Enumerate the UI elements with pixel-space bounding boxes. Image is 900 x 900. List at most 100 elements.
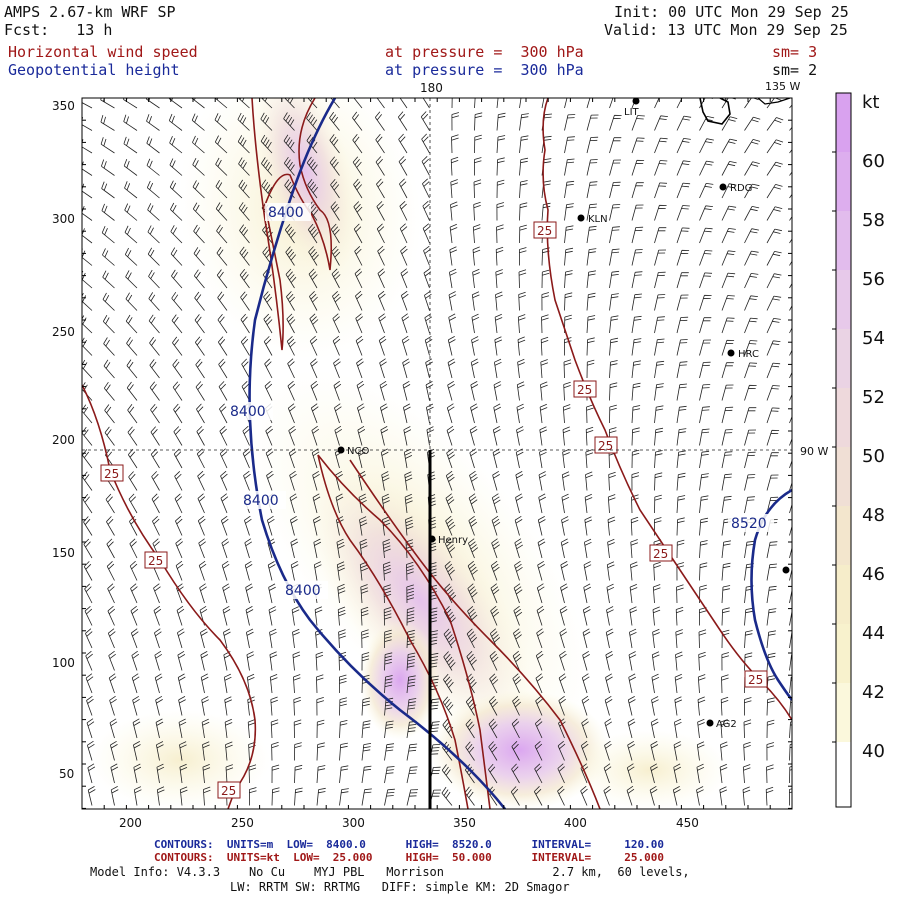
- wind-barb: [154, 650, 163, 671]
- wind-barb: [330, 223, 340, 244]
- wind-barb: [376, 98, 385, 109]
- wind-barb: [465, 718, 475, 739]
- wind-barb: [699, 339, 712, 356]
- wind-barb: [512, 650, 522, 671]
- wind-barb: [309, 313, 319, 334]
- wind-barb: [537, 516, 546, 536]
- wind-barb: [766, 429, 780, 446]
- wind-barb: [605, 673, 613, 694]
- wind-barb: [290, 538, 299, 559]
- wind-barb: [721, 183, 737, 199]
- wind-barb: [540, 381, 548, 401]
- wind-barb: [721, 138, 737, 154]
- wind-barb: [104, 426, 115, 446]
- wind-barb: [605, 651, 614, 671]
- wind-barb: [376, 178, 385, 199]
- wind-barb: [217, 336, 228, 356]
- wind-barb: [721, 607, 730, 626]
- wind-barb: [124, 247, 138, 266]
- wind-barb: [424, 290, 432, 311]
- wind-barb: [464, 786, 475, 806]
- wind-barb: [310, 380, 319, 401]
- wind-barb: [609, 98, 614, 109]
- wind-barb: [443, 673, 454, 694]
- level-wind: at pressure = 300 hPa: [385, 43, 584, 61]
- wind-barb: [744, 317, 758, 334]
- wind-barb: [518, 269, 527, 289]
- wind-barb: [586, 270, 596, 289]
- wind-barb: [103, 359, 115, 379]
- wind-barb: [721, 116, 738, 131]
- wind-barb: [652, 606, 661, 626]
- wind-barb: [609, 114, 622, 131]
- wind-barb: [195, 381, 205, 401]
- wind-label: 25: [598, 439, 613, 453]
- wind-barb: [307, 223, 319, 244]
- wind-barb: [629, 628, 637, 649]
- wind-barb: [246, 628, 254, 649]
- wind-barb: [650, 763, 658, 784]
- wind-barb: [744, 407, 757, 424]
- wind-barb: [240, 336, 250, 356]
- wind-barb: [197, 470, 205, 491]
- wind-barb: [361, 629, 369, 649]
- wind-barb: [496, 179, 505, 199]
- wind-barb: [536, 605, 545, 626]
- wind-barb: [404, 493, 413, 514]
- wind-barb: [586, 315, 596, 334]
- wind-barb: [406, 652, 416, 671]
- wind-barb: [224, 696, 232, 716]
- meridian-135w-label: 135 W: [765, 80, 800, 93]
- wind-barb: [399, 223, 408, 244]
- colorbar-label: 60: [862, 151, 885, 172]
- wind-barb: [534, 763, 543, 784]
- wind-barb: [442, 719, 454, 739]
- wind-barb: [766, 273, 782, 289]
- wind-barb: [604, 718, 613, 739]
- wind-barb: [675, 651, 683, 671]
- wind-barb: [179, 786, 188, 806]
- wind-barb: [519, 113, 529, 131]
- y-tick-label: 200: [52, 433, 75, 447]
- wind-barb: [172, 336, 183, 356]
- wind-barb: [289, 493, 298, 514]
- wind-barb: [130, 628, 139, 649]
- wind-barb: [102, 292, 115, 311]
- wind-barb: [513, 605, 523, 626]
- height-label: 8400: [243, 493, 279, 509]
- wind-barb: [195, 358, 205, 379]
- wind-barb: [360, 584, 369, 604]
- x-tick-label: 300: [342, 816, 365, 830]
- wind-barb: [155, 718, 164, 739]
- wind-barb: [262, 246, 273, 266]
- wind-barb: [246, 651, 255, 671]
- wind-barb: [219, 448, 228, 469]
- wind-barb: [449, 246, 458, 266]
- wind-barb: [101, 181, 115, 199]
- wind-barb: [560, 583, 568, 604]
- wind-barb: [447, 336, 456, 356]
- wind-barb: [586, 114, 599, 131]
- wind-barb: [361, 720, 371, 739]
- wind-barb: [766, 742, 775, 761]
- wind-barb: [110, 786, 119, 806]
- wind-barb: [312, 493, 321, 514]
- wind-barb: [402, 358, 410, 379]
- wind-barb: [789, 437, 792, 446]
- wind-barb: [309, 335, 318, 356]
- wind-barb: [744, 540, 755, 559]
- wind-barb: [271, 741, 279, 761]
- wind-barb: [270, 719, 279, 739]
- wind-barb: [218, 358, 228, 379]
- wind-label: 25: [537, 224, 552, 238]
- wind-contour-info: CONTOURS: UNITS=kt LOW= 25.000 HIGH= 50.…: [154, 851, 664, 864]
- wind-barb: [744, 429, 757, 446]
- wind-barb: [586, 404, 594, 424]
- wind-barb: [699, 450, 710, 469]
- colorbar-label: 46: [862, 564, 885, 585]
- wind-barb: [676, 584, 684, 604]
- wind-barb: [398, 133, 408, 154]
- wind-barb: [129, 538, 138, 559]
- wind-barb: [406, 720, 417, 739]
- wind-barb: [674, 696, 683, 716]
